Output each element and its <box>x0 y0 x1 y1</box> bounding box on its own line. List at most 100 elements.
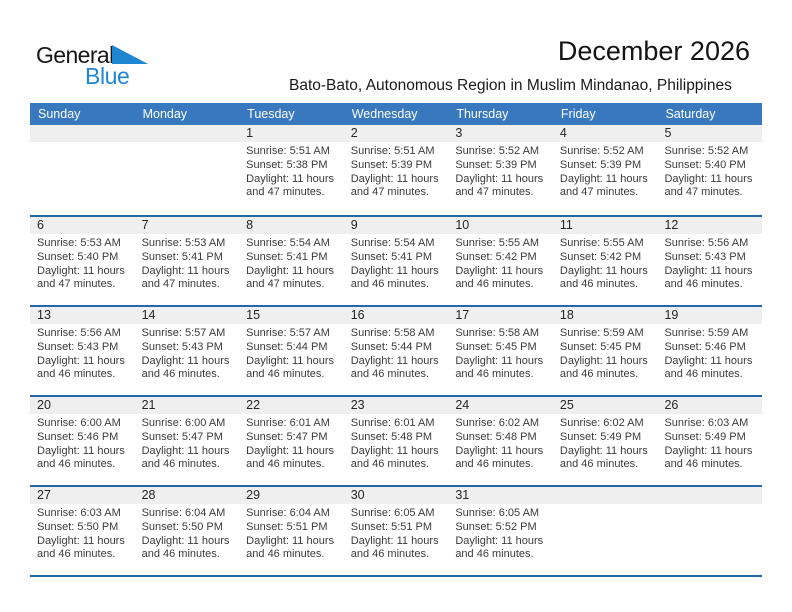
daylight-text-2: and 46 minutes. <box>246 368 325 381</box>
day-number: 19 <box>657 307 763 324</box>
daylight-text-1: Daylight: 11 hours <box>350 354 439 367</box>
sunset-text: Sunset: 5:43 PM <box>664 250 746 263</box>
sunset-text: Sunset: 5:52 PM <box>455 520 537 533</box>
sunrise-text: Sunrise: 5:57 AM <box>141 327 226 339</box>
sunrise-text: Sunrise: 6:00 AM <box>141 417 226 429</box>
daylight-text-2: and 46 minutes. <box>37 458 116 471</box>
day-number: 7 <box>134 217 240 234</box>
day-sun-info: Sunrise: 6:03 AM Sunset: 5:50 PM Daylight:… <box>30 504 135 562</box>
day-sun-info: Sunrise: 6:05 AM Sunset: 5:52 PM Daylight:… <box>448 504 553 562</box>
day-number: 31 <box>448 487 553 504</box>
sunset-text: Sunset: 5:46 PM <box>37 430 119 443</box>
daylight-text-2: and 46 minutes. <box>350 278 430 291</box>
daylight-text-2: and 46 minutes. <box>664 278 743 291</box>
day-sun-info: Sunrise: 5:59 AM Sunset: 5:45 PM Daylight:… <box>553 324 658 382</box>
day-sun-info <box>657 504 762 507</box>
calendar-day-12: 12 Sunrise: 5:56 AM Sunset: 5:43 PM Dayligh… <box>657 217 763 305</box>
day-sun-info: Sunrise: 6:00 AM Sunset: 5:47 PM Daylight:… <box>135 414 240 472</box>
day-number: 15 <box>239 307 344 324</box>
location-subtitle: Bato-Bato, Autonomous Region in Muslim M… <box>289 77 732 94</box>
daylight-text-1: Daylight: 11 hours <box>455 354 544 367</box>
week-row-4: 20 Sunrise: 6:00 AM Sunset: 5:46 PM Dayligh… <box>30 395 763 485</box>
day-sun-info: Sunrise: 5:57 AM Sunset: 5:43 PM Daylight:… <box>135 324 240 382</box>
daylight-text-2: and 46 minutes. <box>141 458 220 471</box>
calendar-day-30: 30 Sunrise: 6:05 AM Sunset: 5:51 PM Dayligh… <box>343 487 449 575</box>
day-number: 20 <box>30 397 135 414</box>
weeks-container: 1 Sunrise: 5:51 AM Sunset: 5:38 PM Daylight… <box>30 125 763 575</box>
sunrise-text: Sunrise: 6:03 AM <box>664 417 749 429</box>
calendar-day-8: 8 Sunrise: 5:54 AM Sunset: 5:41 PM Daylight… <box>239 217 344 305</box>
daylight-text-1: Daylight: 11 hours <box>141 534 230 547</box>
daylight-text-2: and 47 minutes. <box>350 186 430 199</box>
sunrise-text: Sunrise: 6:02 AM <box>559 417 644 429</box>
sunrise-text: Sunrise: 6:00 AM <box>37 417 121 429</box>
daylight-text-2: and 46 minutes. <box>246 548 325 561</box>
day-sun-info: Sunrise: 5:53 AM Sunset: 5:40 PM Daylight:… <box>30 234 135 292</box>
daylight-text-1: Daylight: 11 hours <box>664 444 753 457</box>
day-number <box>552 487 658 504</box>
day-number <box>657 487 763 504</box>
calendar-day-16: 16 Sunrise: 5:58 AM Sunset: 5:44 PM Dayligh… <box>343 307 449 395</box>
calendar-day-17: 17 Sunrise: 5:58 AM Sunset: 5:45 PM Dayligh… <box>448 307 553 395</box>
daylight-text-2: and 47 minutes. <box>246 186 325 199</box>
day-number: 26 <box>657 397 763 414</box>
logo-triangle-icon <box>112 45 148 69</box>
calendar-day-empty <box>552 487 658 575</box>
calendar-day-24: 24 Sunrise: 6:02 AM Sunset: 5:48 PM Dayligh… <box>448 397 553 485</box>
daylight-text-2: and 46 minutes. <box>455 548 534 561</box>
sunset-text: Sunset: 5:51 PM <box>246 520 328 533</box>
daylight-text-1: Daylight: 11 hours <box>455 534 544 547</box>
sunset-text: Sunset: 5:38 PM <box>246 158 328 171</box>
sunset-text: Sunset: 5:41 PM <box>350 250 433 263</box>
day-sun-info: Sunrise: 5:52 AM Sunset: 5:40 PM Daylight:… <box>657 142 762 200</box>
daylight-text-1: Daylight: 11 hours <box>37 534 125 547</box>
calendar-day-empty <box>657 487 763 575</box>
daylight-text-1: Daylight: 11 hours <box>37 354 125 367</box>
day-number: 2 <box>343 125 449 142</box>
day-number: 6 <box>30 217 135 234</box>
day-sun-info: Sunrise: 5:54 AM Sunset: 5:41 PM Daylight:… <box>239 234 344 292</box>
day-number: 24 <box>448 397 553 414</box>
sunset-text: Sunset: 5:46 PM <box>664 340 746 353</box>
sunrise-text: Sunrise: 6:05 AM <box>455 507 540 519</box>
sunset-text: Sunset: 5:43 PM <box>141 340 223 353</box>
day-sun-info: Sunrise: 6:05 AM Sunset: 5:51 PM Daylight:… <box>344 504 449 562</box>
calendar-day-empty <box>30 125 135 215</box>
daylight-text-1: Daylight: 11 hours <box>559 264 648 277</box>
sunset-text: Sunset: 5:47 PM <box>141 430 223 443</box>
day-sun-info: Sunrise: 6:04 AM Sunset: 5:50 PM Daylight:… <box>135 504 240 562</box>
sunset-text: Sunset: 5:47 PM <box>246 430 328 443</box>
sunset-text: Sunset: 5:51 PM <box>350 520 433 533</box>
day-number: 23 <box>343 397 449 414</box>
day-sun-info: Sunrise: 5:58 AM Sunset: 5:45 PM Daylight:… <box>448 324 553 382</box>
day-number: 25 <box>552 397 658 414</box>
day-sun-info: Sunrise: 6:01 AM Sunset: 5:48 PM Daylight:… <box>344 414 449 472</box>
calendar-day-18: 18 Sunrise: 5:59 AM Sunset: 5:45 PM Dayligh… <box>552 307 658 395</box>
day-number: 30 <box>343 487 449 504</box>
calendar-day-11: 11 Sunrise: 5:55 AM Sunset: 5:42 PM Dayligh… <box>552 217 658 305</box>
day-sun-info: Sunrise: 6:01 AM Sunset: 5:47 PM Daylight:… <box>239 414 344 472</box>
sunrise-text: Sunrise: 5:57 AM <box>246 327 330 339</box>
week-row-3: 13 Sunrise: 5:56 AM Sunset: 5:43 PM Dayligh… <box>30 305 763 395</box>
daylight-text-1: Daylight: 11 hours <box>559 354 648 367</box>
sunset-text: Sunset: 5:50 PM <box>141 520 223 533</box>
daylight-text-2: and 46 minutes. <box>664 458 743 471</box>
day-number: 12 <box>657 217 763 234</box>
sunrise-text: Sunrise: 5:53 AM <box>141 237 226 249</box>
calendar-day-7: 7 Sunrise: 5:53 AM Sunset: 5:41 PM Daylight… <box>134 217 240 305</box>
calendar-day-21: 21 Sunrise: 6:00 AM Sunset: 5:47 PM Dayligh… <box>134 397 240 485</box>
day-sun-info: Sunrise: 5:55 AM Sunset: 5:42 PM Daylight:… <box>553 234 658 292</box>
day-number: 16 <box>343 307 449 324</box>
daylight-text-1: Daylight: 11 hours <box>246 534 335 547</box>
weekday-wednesday: Wednesday <box>351 107 418 121</box>
weekday-friday: Friday <box>560 107 596 121</box>
daylight-text-1: Daylight: 11 hours <box>141 444 230 457</box>
logo-text-blue: Blue <box>85 63 130 89</box>
calendar-day-31: 31 Sunrise: 6:05 AM Sunset: 5:52 PM Dayligh… <box>448 487 553 575</box>
weekday-tuesday: Tuesday <box>247 107 295 121</box>
logo-text-general: General <box>36 42 114 68</box>
daylight-text-2: and 47 minutes. <box>246 278 325 291</box>
sunset-text: Sunset: 5:50 PM <box>37 520 119 533</box>
daylight-text-2: and 46 minutes. <box>455 278 534 291</box>
sunrise-text: Sunrise: 5:55 AM <box>455 237 540 249</box>
